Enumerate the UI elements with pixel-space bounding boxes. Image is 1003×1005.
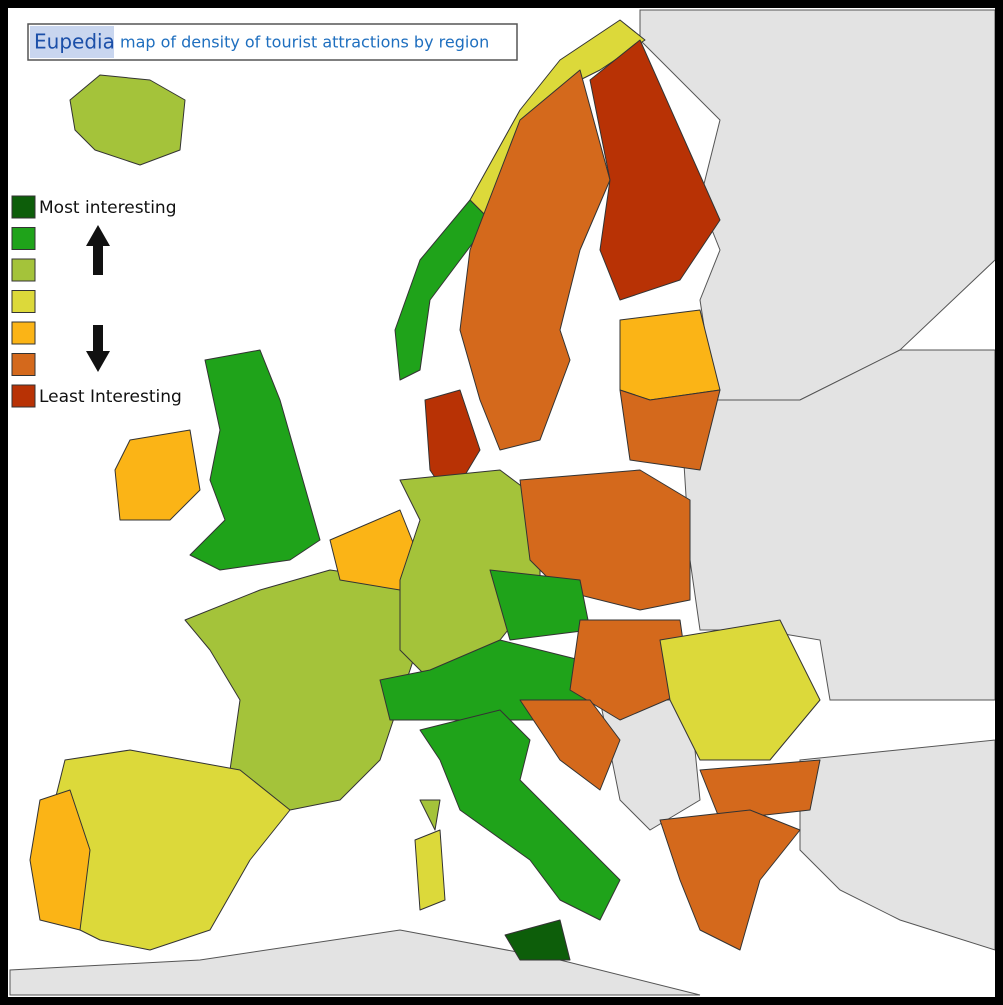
regions bbox=[29, 19, 821, 961]
title: map of density of tourist attractions by… bbox=[120, 33, 489, 52]
legend-swatch bbox=[11, 321, 36, 345]
legend: Most interesting Least Interesting bbox=[11, 195, 182, 408]
legend-swatch bbox=[11, 290, 36, 313]
legend-label: Most interesting bbox=[39, 198, 177, 218]
legend-swatch bbox=[11, 227, 36, 250]
non-eu-land bbox=[9, 9, 996, 996]
legend-swatch bbox=[11, 384, 36, 408]
arrows bbox=[86, 225, 110, 372]
brand-badge bbox=[30, 26, 114, 58]
legend-swatch bbox=[11, 353, 36, 376]
legend-swatch bbox=[11, 195, 36, 219]
brand: Eupedia bbox=[34, 30, 115, 54]
legend-swatch bbox=[11, 258, 36, 282]
legend-label: Least Interesting bbox=[39, 387, 182, 407]
